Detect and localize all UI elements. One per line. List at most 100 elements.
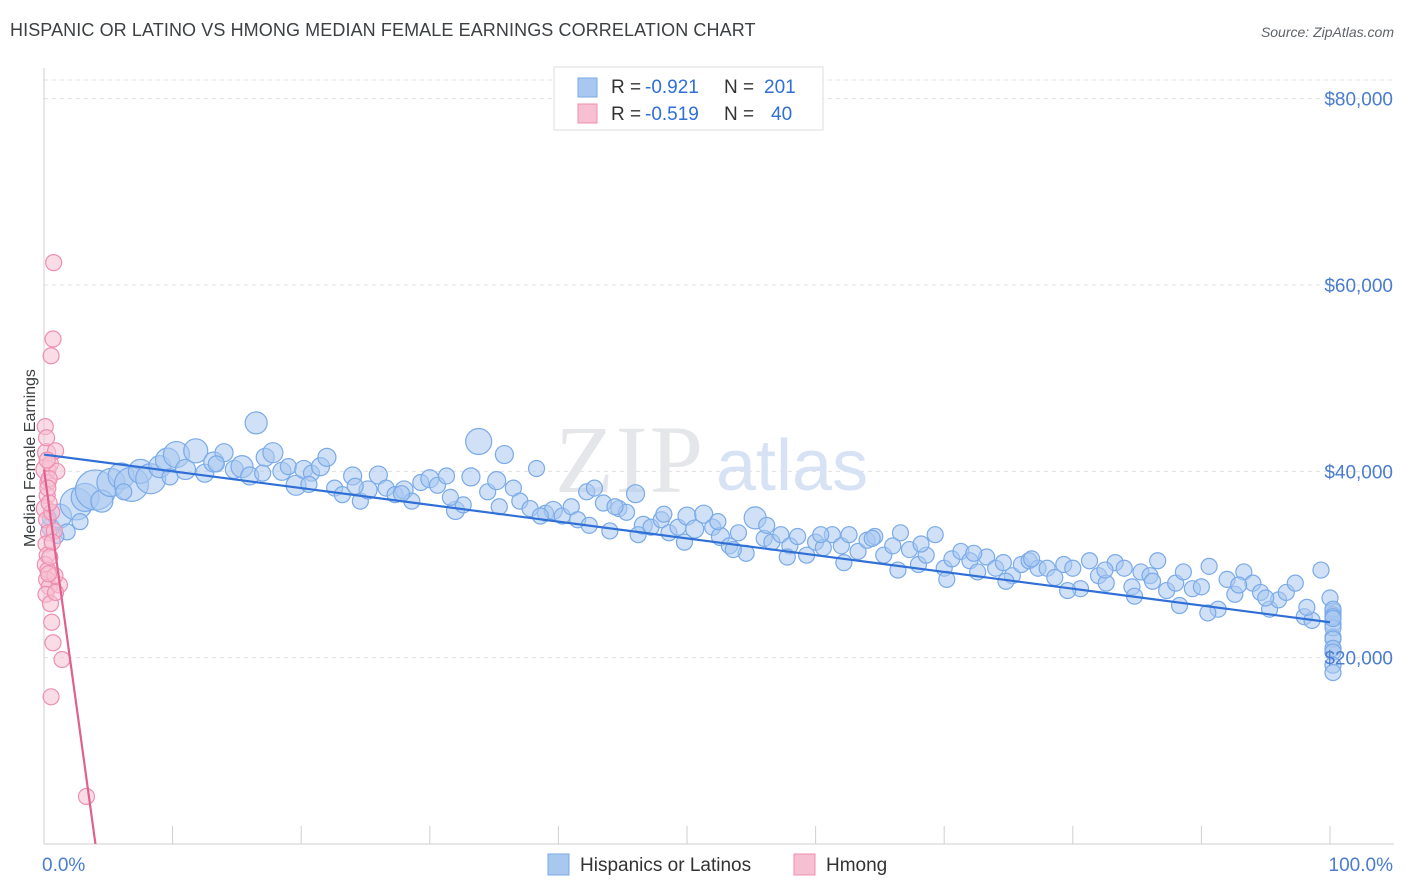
hispanic-point-133 (1174, 563, 1192, 581)
trend-lines (42, 453, 1331, 845)
hispanic-point-193 (1230, 576, 1248, 594)
hispanic-point-66 (601, 522, 619, 540)
hispanic-trend-line (43, 453, 1331, 624)
hmong-trend-line (42, 469, 97, 845)
hispanic-point-120 (1064, 559, 1082, 577)
hispanic-point-27 (279, 458, 297, 476)
hispanic-point-186 (115, 483, 133, 501)
legend-n-label-2: N = (724, 104, 754, 125)
tick-labels: $20,000 $40,000 $60,000 $80,000 0.0% 100.0% (42, 90, 1393, 876)
hispanic-point-200 (812, 526, 830, 544)
hispanic-point-112 (994, 554, 1012, 572)
hispanic-point-95 (849, 542, 867, 561)
hispanic-point-126 (1115, 559, 1133, 577)
hispanic-point-69 (625, 484, 646, 504)
bottom-legend-label-2: Hmong (826, 855, 887, 876)
hmong-point-19 (44, 330, 62, 348)
hispanic-point-201 (758, 516, 776, 534)
hispanic-point-191 (1324, 609, 1342, 628)
hmong-point-17 (44, 634, 62, 652)
hispanic-point-46 (437, 467, 456, 485)
hmong-point-31 (42, 688, 60, 706)
hispanic-point-202 (709, 513, 727, 531)
hispanic-point-100 (891, 524, 910, 542)
hispanic-point-199 (863, 529, 881, 548)
hispanic-point-183 (254, 464, 272, 482)
hispanic-point-25 (262, 442, 284, 464)
y-axis-title: Median Female Earnings (22, 369, 39, 547)
source-label: Source: ZipAtlas.com (1260, 24, 1394, 40)
hispanic-point-203 (655, 505, 673, 523)
legend-r-label-2: R = (611, 104, 641, 125)
hispanic-point-165 (1170, 596, 1189, 615)
legend-r-value-1: -0.921 (645, 77, 699, 98)
hmong-point-32 (77, 787, 96, 806)
hispanic-point-195 (1096, 561, 1114, 579)
legend-box: R = -0.921 N = 201 R = -0.519 N = 40 (553, 66, 824, 131)
hispanic-point-23 (244, 411, 268, 435)
hmong-point-16 (43, 613, 61, 631)
hispanic-point-81 (729, 524, 748, 542)
hispanic-point-53 (494, 444, 514, 465)
hispanic-point-38 (368, 465, 388, 485)
legend-r-label-1: R = (611, 77, 641, 98)
hispanic-point-179 (441, 488, 459, 507)
hispanic-point-181 (346, 477, 364, 495)
watermark-atlas: atlas (716, 426, 868, 506)
hispanic-point-32 (317, 447, 337, 467)
hispanic-point-177 (531, 507, 549, 525)
hispanic-point-50 (465, 427, 493, 456)
hispanic-point-64 (585, 479, 604, 497)
hispanic-point-180 (392, 485, 411, 503)
hispanic-point-86 (772, 526, 790, 544)
legend-n-value-2: 40 (771, 104, 792, 125)
hispanic-points (40, 411, 1342, 682)
hispanic-point-175 (629, 526, 647, 544)
x-tick-label-end: 100.0% (1329, 855, 1394, 876)
bottom-legend: Hispanics or Latinos Hmong (547, 853, 887, 876)
hispanic-point-16 (183, 438, 209, 464)
hispanic-point-94 (840, 526, 858, 544)
hmong-point-18 (42, 347, 60, 365)
hispanic-point-187 (71, 513, 89, 531)
y-tick-label-3: $80,000 (1324, 90, 1393, 111)
hispanic-point-164 (1199, 604, 1217, 622)
hispanic-point-163 (1324, 663, 1342, 682)
y-tick-label-0: $20,000 (1324, 649, 1393, 670)
bottom-legend-swatch-blue (547, 853, 570, 876)
hispanic-point-190 (1298, 598, 1316, 616)
hispanic-point-104 (926, 526, 944, 544)
legend-n-value-1: 201 (764, 77, 796, 98)
hispanic-point-52 (487, 471, 507, 491)
legend-r-value-2: -0.519 (645, 104, 699, 125)
hispanic-point-57 (527, 459, 546, 478)
bottom-legend-label-1: Hispanics or Latinos (580, 855, 751, 876)
hmong-point-36 (41, 548, 59, 566)
legend-n-label-1: N = (724, 77, 754, 98)
hispanic-point-88 (788, 527, 807, 546)
hispanic-point-49 (461, 467, 481, 487)
legend-swatch-blue (577, 77, 598, 98)
x-tick-label-start: 0.0% (42, 855, 85, 876)
hmong-point-30 (53, 650, 71, 669)
hispanic-point-184 (207, 455, 225, 473)
hmong-point-33 (37, 429, 56, 447)
hispanic-point-122 (1080, 552, 1099, 570)
y-tick-label-2: $60,000 (1324, 276, 1393, 297)
hispanic-point-197 (965, 544, 983, 562)
hispanic-point-198 (912, 535, 930, 553)
hispanic-point-136 (1200, 557, 1218, 575)
chart-title: HISPANIC OR LATINO VS HMONG MEDIAN FEMAL… (10, 20, 756, 40)
bottom-legend-swatch-pink (793, 853, 816, 876)
hispanic-point-167 (1059, 581, 1077, 600)
hispanic-point-204 (606, 498, 624, 516)
legend-swatch-pink (577, 103, 598, 124)
hispanic-point-146 (1286, 574, 1304, 592)
hispanic-point-194 (1143, 572, 1162, 590)
y-tick-label-1: $40,000 (1324, 462, 1393, 483)
hispanic-point-135 (1192, 578, 1211, 596)
hispanic-point-130 (1149, 552, 1167, 570)
hispanic-point-76 (685, 519, 705, 539)
hispanic-point-77 (694, 504, 714, 524)
